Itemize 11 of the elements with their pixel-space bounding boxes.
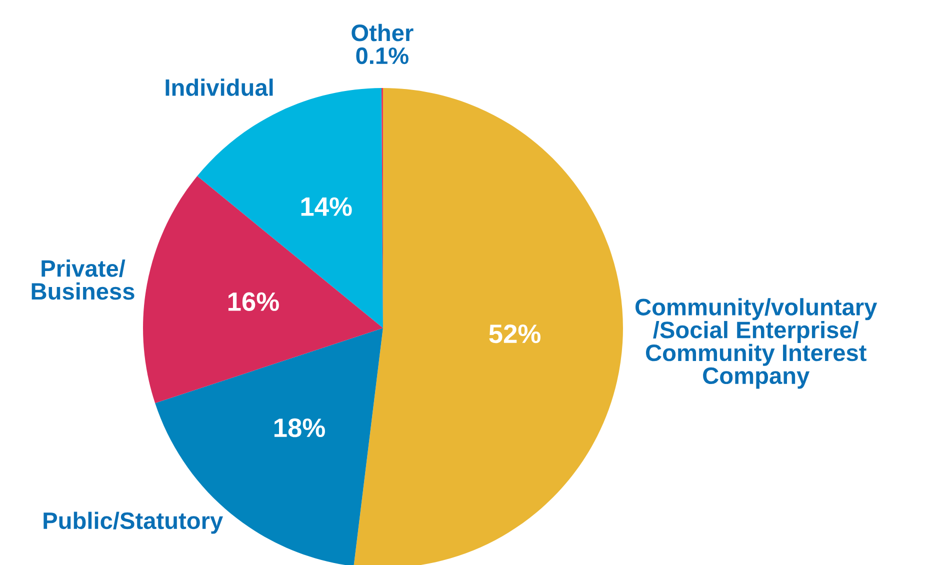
data-label: 14% — [301, 197, 352, 216]
data-label: 16% — [228, 292, 279, 311]
data-label: 52% — [489, 324, 540, 344]
slice-label: Community/voluntary /Social Enterprise/ Community Interest Company — [636, 298, 878, 389]
data-label: 0.1% — [356, 47, 408, 64]
slice-label: Private/ Business — [32, 260, 134, 300]
slice-label: Other — [352, 24, 414, 42]
slice-label: Public/Statutory — [44, 512, 223, 534]
pie-slice — [143, 176, 383, 404]
slice-label: Individual — [166, 78, 273, 96]
data-label: 18% — [274, 418, 325, 438]
